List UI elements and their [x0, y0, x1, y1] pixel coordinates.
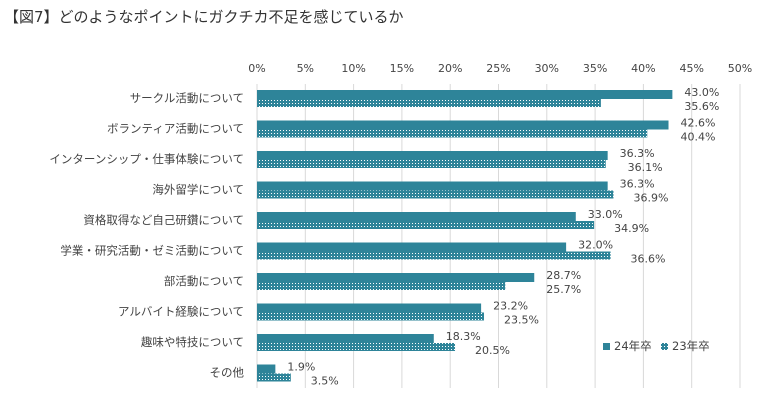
legend-label-24: 24年卒 — [614, 339, 652, 353]
legend-swatch-23 — [661, 343, 668, 350]
x-tick-label: 40% — [631, 62, 655, 75]
bar-23 — [257, 160, 606, 168]
chart-title: 【図7】どのようなポイントにガクチカ不足を感じているか — [4, 8, 404, 26]
bar-23 — [257, 251, 611, 260]
bar-24 — [257, 212, 576, 221]
bar-24 — [257, 242, 567, 252]
x-tick-label: 10% — [341, 62, 365, 75]
data-label-24: 42.6% — [681, 117, 716, 130]
data-label-24: 1.9% — [287, 361, 315, 374]
data-label-24: 43.0% — [684, 86, 719, 99]
x-tick-label: 50% — [728, 62, 752, 75]
bar-23 — [257, 373, 291, 382]
x-tick-label: 35% — [583, 62, 607, 75]
data-label-24: 28.7% — [546, 269, 581, 282]
legend-swatch-24 — [603, 343, 610, 350]
category-label: ボランティア活動について — [107, 122, 244, 136]
bar-23 — [257, 99, 601, 107]
bar-24 — [257, 181, 608, 191]
bar-23 — [257, 282, 506, 290]
data-label-23: 20.5% — [475, 344, 510, 357]
data-label-23: 23.5% — [504, 314, 539, 327]
data-label-23: 36.9% — [633, 192, 668, 205]
bar-23 — [257, 312, 485, 321]
category-label: 海外留学について — [152, 183, 244, 197]
x-tick-label: 30% — [535, 62, 559, 75]
bar-23 — [257, 129, 648, 138]
bar-24 — [257, 303, 482, 313]
data-label-24: 18.3% — [446, 330, 481, 343]
category-label: 部活動について — [164, 274, 244, 288]
data-label-23: 25.7% — [546, 283, 581, 296]
category-label: 趣味や特技について — [141, 335, 244, 349]
bar-23 — [257, 221, 595, 229]
data-label-23: 36.1% — [628, 161, 663, 174]
legend-label-23: 23年卒 — [672, 339, 710, 353]
bar-24 — [257, 90, 673, 99]
data-label-24: 23.2% — [493, 300, 528, 313]
category-label: その他 — [210, 366, 245, 380]
category-label: 資格取得など自己研鑽について — [83, 213, 244, 227]
category-label: サークル活動について — [130, 91, 244, 105]
data-label-23: 35.6% — [684, 100, 719, 113]
bar-23 — [257, 343, 456, 351]
bar-24 — [257, 364, 276, 374]
x-tick-label: 0% — [248, 62, 265, 75]
data-label-24: 32.0% — [578, 239, 613, 252]
x-tick-label: 25% — [486, 62, 510, 75]
x-tick-label: 5% — [297, 62, 314, 75]
bar-24 — [257, 120, 669, 130]
data-label-23: 36.6% — [631, 253, 666, 266]
bar-24 — [257, 151, 608, 160]
data-label-23: 3.5% — [311, 375, 339, 388]
data-label-24: 36.3% — [620, 178, 655, 191]
x-tick-label: 45% — [679, 62, 703, 75]
category-label: アルバイト経験について — [118, 305, 244, 319]
x-tick-label: 15% — [390, 62, 414, 75]
category-label: インターンシップ・仕事体験について — [49, 152, 244, 166]
data-label-23: 34.9% — [614, 222, 649, 235]
category-label: 学業・研究活動・ゼミ活動について — [60, 244, 244, 258]
data-label-23: 40.4% — [681, 131, 716, 144]
data-label-24: 33.0% — [588, 208, 623, 221]
bar-24 — [257, 273, 535, 282]
bar-23 — [257, 190, 614, 199]
x-tick-label: 20% — [438, 62, 462, 75]
bar-24 — [257, 334, 434, 343]
data-label-24: 36.3% — [620, 147, 655, 160]
